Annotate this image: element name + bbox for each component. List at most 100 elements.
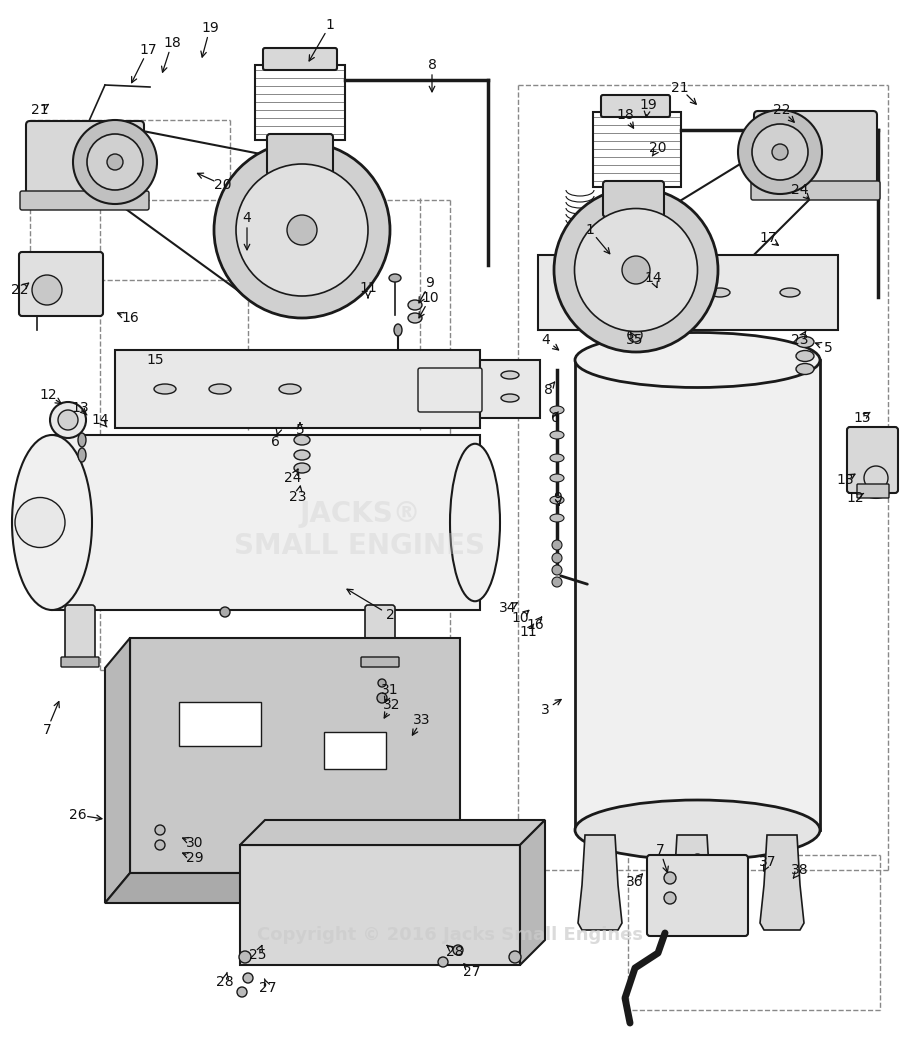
Circle shape (438, 957, 448, 967)
Circle shape (552, 540, 562, 550)
Polygon shape (578, 835, 622, 930)
Circle shape (554, 188, 718, 352)
FancyBboxPatch shape (418, 368, 482, 412)
Ellipse shape (294, 435, 310, 445)
Circle shape (220, 607, 230, 617)
Ellipse shape (501, 371, 519, 379)
FancyBboxPatch shape (26, 121, 144, 204)
Circle shape (243, 973, 253, 983)
Ellipse shape (796, 351, 814, 361)
Ellipse shape (501, 394, 519, 402)
Circle shape (622, 256, 650, 284)
Ellipse shape (408, 300, 422, 310)
Text: 5: 5 (824, 342, 832, 355)
Ellipse shape (550, 406, 564, 414)
FancyBboxPatch shape (754, 111, 877, 194)
Circle shape (107, 154, 123, 170)
Ellipse shape (620, 288, 640, 297)
Text: 9: 9 (554, 491, 562, 506)
FancyBboxPatch shape (751, 181, 880, 200)
FancyBboxPatch shape (130, 638, 460, 873)
Text: 17: 17 (140, 43, 157, 57)
Circle shape (73, 120, 157, 204)
FancyBboxPatch shape (601, 95, 670, 117)
FancyBboxPatch shape (52, 435, 480, 610)
Polygon shape (670, 835, 714, 930)
Text: 20: 20 (649, 141, 667, 155)
Text: 9: 9 (426, 276, 435, 290)
Text: 20: 20 (214, 177, 232, 192)
Text: 5: 5 (295, 424, 304, 437)
Text: 1: 1 (586, 223, 594, 237)
Text: 12: 12 (846, 491, 864, 506)
Text: 24: 24 (284, 471, 302, 485)
Text: 32: 32 (383, 698, 400, 712)
FancyBboxPatch shape (647, 855, 748, 936)
Circle shape (287, 215, 317, 245)
Text: 22: 22 (773, 103, 791, 117)
FancyBboxPatch shape (365, 605, 395, 666)
Circle shape (155, 840, 165, 850)
Text: 7: 7 (655, 843, 664, 857)
Text: 13: 13 (71, 401, 89, 415)
Text: 15: 15 (853, 411, 871, 425)
Text: 34: 34 (500, 601, 517, 614)
Ellipse shape (575, 800, 820, 861)
Circle shape (239, 951, 251, 963)
FancyBboxPatch shape (847, 427, 898, 493)
Polygon shape (105, 873, 460, 903)
Text: 22: 22 (11, 283, 29, 297)
Text: 8: 8 (544, 383, 553, 397)
FancyBboxPatch shape (20, 191, 149, 210)
Text: 18: 18 (163, 36, 181, 50)
Circle shape (155, 825, 165, 835)
Ellipse shape (550, 431, 564, 439)
Ellipse shape (394, 324, 402, 336)
Circle shape (664, 872, 676, 884)
Ellipse shape (575, 332, 820, 387)
FancyBboxPatch shape (603, 181, 664, 217)
Polygon shape (520, 820, 545, 965)
Text: 36: 36 (626, 875, 644, 889)
Circle shape (50, 402, 86, 438)
Ellipse shape (78, 448, 86, 462)
Ellipse shape (294, 450, 310, 460)
Circle shape (236, 164, 368, 296)
Circle shape (574, 209, 698, 331)
Text: 15: 15 (146, 353, 164, 367)
Text: 19: 19 (201, 21, 219, 35)
Text: 35: 35 (626, 333, 644, 347)
Circle shape (552, 565, 562, 575)
Text: 6: 6 (551, 411, 560, 425)
FancyBboxPatch shape (263, 48, 337, 70)
Text: 30: 30 (186, 836, 203, 850)
Text: 10: 10 (511, 611, 529, 625)
Circle shape (87, 134, 143, 190)
Text: 12: 12 (40, 388, 57, 402)
Circle shape (552, 553, 562, 563)
Ellipse shape (209, 384, 231, 394)
Circle shape (377, 693, 387, 703)
FancyBboxPatch shape (61, 657, 99, 667)
FancyBboxPatch shape (857, 484, 889, 498)
Circle shape (214, 142, 390, 318)
Circle shape (58, 410, 78, 430)
Text: 25: 25 (249, 948, 266, 962)
Ellipse shape (565, 288, 585, 297)
Circle shape (453, 945, 463, 955)
Ellipse shape (12, 435, 92, 610)
Ellipse shape (450, 444, 500, 601)
Circle shape (243, 230, 253, 240)
Ellipse shape (796, 363, 814, 375)
Text: 38: 38 (791, 863, 809, 877)
Circle shape (772, 144, 788, 160)
Circle shape (15, 497, 65, 547)
FancyBboxPatch shape (240, 845, 520, 965)
Text: 18: 18 (616, 108, 634, 122)
Text: 28: 28 (216, 975, 234, 989)
Ellipse shape (796, 336, 814, 348)
Text: 8: 8 (428, 58, 436, 72)
Ellipse shape (154, 384, 176, 394)
Text: 10: 10 (421, 291, 439, 305)
Text: 14: 14 (644, 271, 662, 285)
